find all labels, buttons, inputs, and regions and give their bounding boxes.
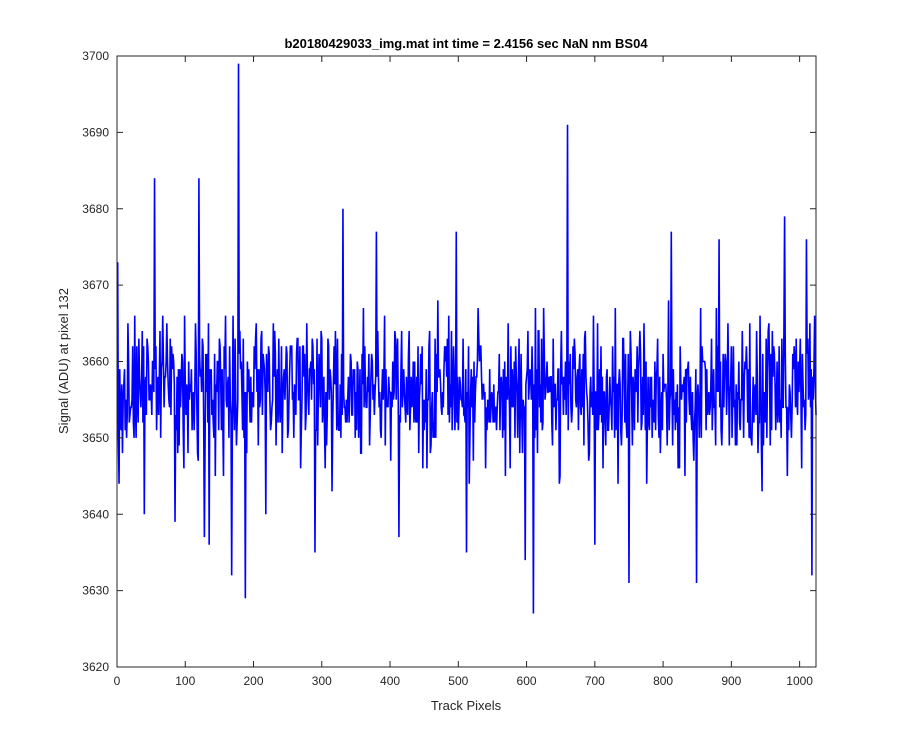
y-tick-label: 3670 (82, 278, 109, 292)
x-tick-label: 700 (585, 674, 605, 688)
y-tick-label: 3690 (82, 125, 109, 139)
y-ticks: 3620 3630 3640 3650 3660 3670 3680 3690 3700 (82, 49, 816, 674)
y-tick-label: 3680 (82, 202, 109, 216)
x-tick-label: 500 (448, 674, 468, 688)
x-tick-label: 300 (312, 674, 332, 688)
x-axis-label: Track Pixels (431, 698, 502, 713)
x-tick-label: 200 (244, 674, 264, 688)
y-tick-label: 3620 (82, 660, 109, 674)
y-axis-label: Signal (ADU) at pixel 132 (56, 288, 71, 434)
x-tick-label: 0 (114, 674, 121, 688)
x-tick-label: 1000 (786, 674, 813, 688)
x-tick-label: 400 (380, 674, 400, 688)
y-tick-label: 3640 (82, 507, 109, 521)
x-tick-label: 600 (517, 674, 537, 688)
y-tick-label: 3650 (82, 431, 109, 445)
series-line (116, 63, 817, 614)
y-tick-label: 3700 (82, 49, 109, 63)
x-tick-label: 100 (175, 674, 195, 688)
x-tick-label: 800 (653, 674, 673, 688)
x-tick-label: 900 (721, 674, 741, 688)
chart-title: b20180429033_img.mat int time = 2.4156 s… (284, 36, 648, 51)
x-ticks: 0 100 200 300 400 500 600 700 800 900 1000 (114, 56, 813, 688)
y-tick-label: 3660 (82, 355, 109, 369)
y-tick-label: 3630 (82, 584, 109, 598)
series-layer (116, 63, 817, 614)
